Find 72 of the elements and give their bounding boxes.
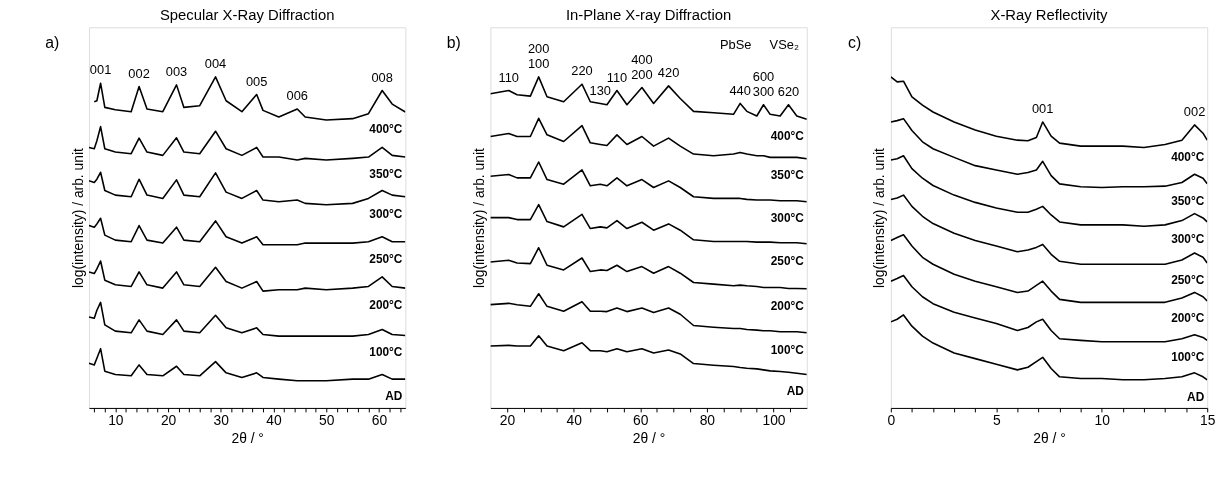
- x-tick-label: 100: [762, 412, 786, 429]
- text: b): [446, 34, 461, 52]
- x-tick-label: 10: [108, 412, 124, 429]
- series-label: 100°C: [770, 342, 805, 357]
- annotation: 300: [752, 83, 775, 99]
- text: c): [847, 34, 862, 52]
- text: VSe₂: [769, 37, 799, 53]
- x-axis-title: 2θ / °: [1033, 430, 1066, 447]
- series-label: 200°C: [1171, 310, 1205, 325]
- series-label: 250°C: [1171, 272, 1205, 287]
- series-label: 250°C: [770, 253, 805, 268]
- series-label: AD: [385, 388, 403, 403]
- annotation: 005: [245, 73, 268, 89]
- annotation: 002: [1183, 104, 1206, 120]
- x-tick-label: 30: [213, 412, 230, 429]
- y-axis-title: log(intensity) / arb. unit: [470, 148, 487, 289]
- x-axis-title: 2θ / °: [632, 430, 666, 447]
- text: PbSe: [720, 37, 752, 53]
- series-label: 200°C: [369, 297, 403, 312]
- annotation: 420: [657, 64, 680, 80]
- chart-title: Specular X-Ray Diffraction: [159, 7, 335, 24]
- text: a): [45, 34, 60, 52]
- series-label: 350°C: [1171, 193, 1205, 208]
- x-tick-label: 0: [887, 412, 896, 429]
- series-label: 100°C: [369, 345, 403, 360]
- series-label: 300°C: [770, 211, 805, 226]
- annotation: 100: [527, 56, 550, 72]
- x-tick-label: 60: [371, 412, 388, 429]
- x-tick-label: 20: [160, 412, 177, 429]
- annotation: 001: [89, 62, 112, 78]
- annotation: 001: [1031, 101, 1054, 117]
- x-tick-label: 40: [266, 412, 283, 429]
- annotation: 110: [498, 69, 519, 85]
- x-tick-label: 50: [319, 412, 335, 429]
- chart-title: X-Ray Reflectivity: [990, 7, 1109, 24]
- series-label: 200°C: [770, 298, 805, 313]
- x-tick-label: 15: [1200, 412, 1216, 429]
- series-label: 250°C: [369, 251, 403, 266]
- annotation: 200: [527, 41, 550, 57]
- series-label: 400°C: [770, 129, 805, 144]
- annotation: 130: [589, 82, 612, 98]
- series-label: AD: [786, 384, 805, 399]
- annotation: 110: [606, 69, 628, 85]
- annotation: 002: [128, 65, 150, 81]
- y-axis-title: log(intensity) / arb. unit: [69, 148, 86, 289]
- annotation: 004: [204, 56, 227, 72]
- x-tick-label: 80: [699, 412, 716, 429]
- series-label: 300°C: [1171, 231, 1205, 246]
- series-label: AD: [1187, 389, 1205, 404]
- annotation: 400: [631, 51, 653, 67]
- annotation: 440: [729, 82, 751, 98]
- x-tick-label: 20: [499, 412, 516, 429]
- chart-title: In-Plane X-ray Diffraction: [565, 7, 732, 24]
- annotation: 006: [286, 88, 308, 104]
- series-label: 400°C: [1171, 149, 1205, 164]
- annotation: 200: [631, 66, 653, 82]
- series-label: 100°C: [1171, 350, 1205, 365]
- annotation: 220: [571, 63, 593, 79]
- series-label: 350°C: [369, 166, 403, 181]
- annotation: 620: [777, 83, 800, 99]
- annotation: 008: [371, 69, 393, 85]
- annotation: 003: [165, 63, 188, 79]
- x-tick-label: 5: [992, 412, 1001, 429]
- x-tick-label: 40: [566, 412, 583, 429]
- series-label: 300°C: [369, 206, 403, 221]
- x-axis-title: 2θ / °: [231, 430, 264, 447]
- series-label: 400°C: [369, 121, 403, 136]
- x-tick-label: 60: [633, 412, 649, 429]
- series-label: 350°C: [770, 168, 805, 183]
- annotation: 600: [752, 69, 775, 85]
- x-tick-label: 10: [1094, 412, 1111, 429]
- y-axis-title: log(intensity) / arb. unit: [871, 148, 888, 289]
